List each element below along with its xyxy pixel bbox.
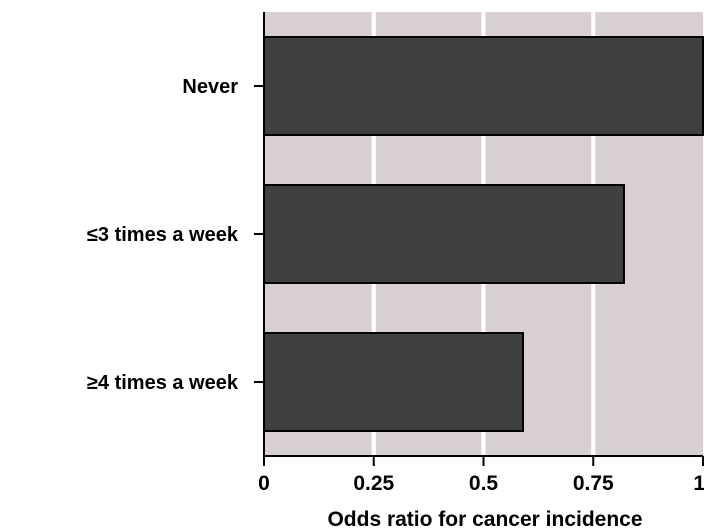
- x-tick-label: 1: [693, 472, 704, 495]
- x-tick-label: 0.75: [573, 472, 614, 495]
- bar-1: [263, 36, 704, 136]
- bars: [263, 36, 704, 432]
- bar-3: [263, 332, 525, 432]
- y-axis-ticks: Never ≤3 times a week ≥4 times a week: [87, 76, 264, 394]
- bar-2: [263, 184, 625, 284]
- x-axis-title: Odds ratio for cancer incidence: [327, 508, 642, 531]
- x-tick-label: 0.5: [469, 472, 499, 495]
- x-tick-label: 0: [258, 472, 270, 495]
- category-label: ≥4 times a week: [87, 372, 239, 394]
- category-label: ≤3 times a week: [87, 224, 239, 246]
- x-axis-ticks: 0 0.25 0.5 0.75 1: [258, 456, 704, 495]
- category-label: Never: [182, 76, 238, 98]
- x-tick-label: 0.25: [353, 472, 394, 495]
